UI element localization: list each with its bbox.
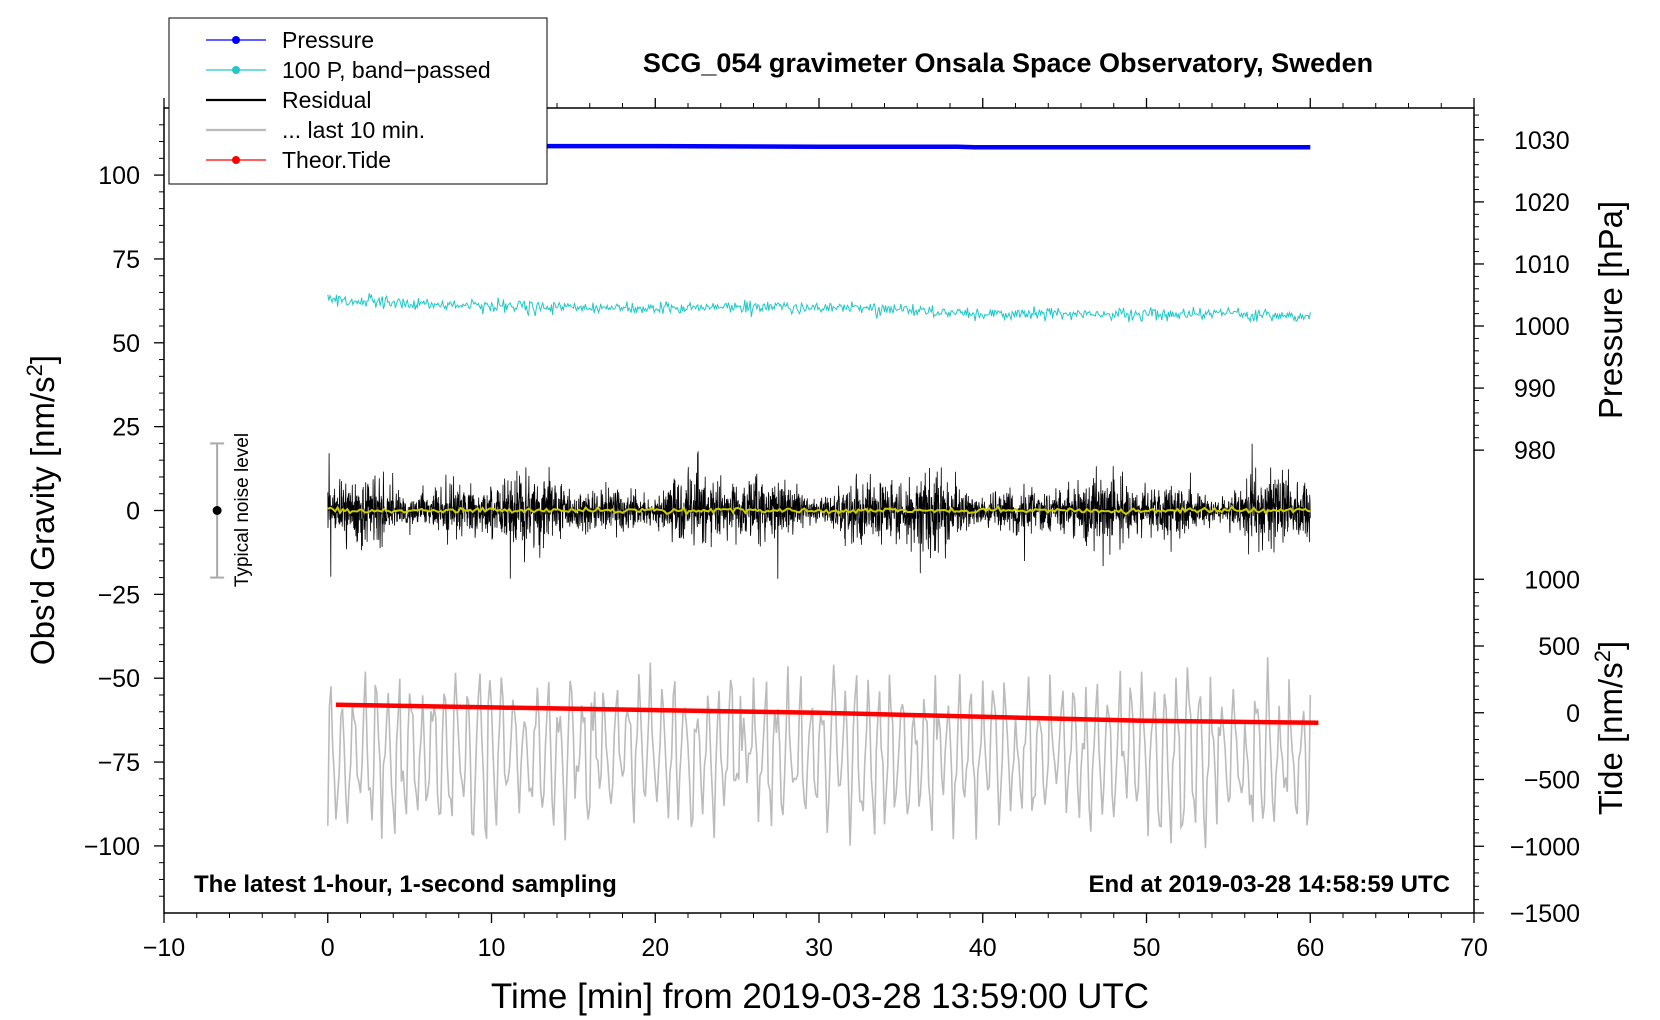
pressure-tick-label: 1020 [1514, 189, 1570, 217]
legend: Pressure 100 P, band−passed Residual ... la… [168, 17, 548, 185]
pressure-tick-label: 1000 [1514, 313, 1570, 341]
y-left-tick-label: 100 [98, 162, 140, 190]
tide-tick-label: 1000 [1524, 566, 1580, 594]
y-left-label-end: ] [24, 355, 61, 364]
y-left-label-text: Obs'd Gravity [nm/s [24, 376, 61, 665]
legend-label: Pressure [282, 27, 374, 53]
pressure-tick-label: 1010 [1514, 251, 1570, 279]
noise-indicator [210, 442, 225, 579]
tide-tick-label: 500 [1538, 633, 1580, 661]
tide-axis-label: Tide [nm/s2] [1590, 641, 1629, 815]
legend-label: ... last 10 min. [282, 117, 425, 143]
x-tick-label: 0 [321, 934, 335, 962]
series-band-passed-line [327, 293, 1311, 324]
x-tick-label: 70 [1460, 934, 1488, 962]
y-left-tick-label: −75 [98, 749, 140, 777]
legend-marker [232, 36, 240, 44]
x-axis: −10 0 10 20 30 40 50 60 70 [143, 98, 1488, 962]
x-tick-label: 50 [1133, 934, 1161, 962]
noise-label: Typical noise level [232, 433, 253, 587]
tide-tick-label: −1000 [1510, 833, 1580, 861]
tide-tick-label: 0 [1566, 700, 1580, 728]
y-axis-left: 100 75 50 25 0 −25 −50 −75 −100 [84, 124, 164, 897]
end-time-note: End at 2019-03-28 14:58:59 UTC [1089, 871, 1451, 898]
data-layer [327, 143, 1319, 849]
x-tick-label: 30 [805, 934, 833, 962]
tide-label-text: Tide [nm/s [1592, 662, 1629, 815]
pressure-tick-label: 1030 [1514, 127, 1570, 155]
y-left-tick-label: 25 [112, 414, 140, 442]
series-tide-line [335, 702, 1319, 726]
pressure-axis: 1030 1020 1010 1000 990 980 [1474, 114, 1570, 465]
x-tick-label: 40 [969, 934, 997, 962]
tide-label-sup: 2 [1590, 650, 1615, 662]
noise-bar-center [212, 506, 222, 515]
series-residual-smoothed-line [327, 504, 1311, 517]
pressure-tick-label: 980 [1514, 437, 1556, 465]
tide-axis: 1000 500 0 −500 −1000 −1500 [1474, 566, 1580, 928]
legend-label: 100 P, band−passed [282, 57, 491, 83]
sampling-note: The latest 1-hour, 1-second sampling [194, 871, 617, 898]
y-left-tick-label: 0 [126, 498, 140, 526]
pressure-axis-label: Pressure [hPa] [1592, 201, 1629, 419]
chart-title: SCG_054 gravimeter Onsala Space Observat… [643, 48, 1373, 78]
y-left-tick-label: −50 [98, 665, 140, 693]
series-residual-line [327, 443, 1311, 579]
x-tick-label: 10 [478, 934, 506, 962]
x-axis-label: Time [min] from 2019-03-28 13:59:00 UTC [491, 977, 1149, 1016]
legend-marker [232, 66, 240, 74]
tide-label-end: ] [1592, 641, 1629, 650]
legend-label: Theor.Tide [282, 147, 391, 173]
y-axis-left-label: Obs'd Gravity [nm/s2] [22, 355, 61, 665]
y-left-label-sup: 2 [22, 364, 47, 376]
x-tick-label: −10 [143, 934, 185, 962]
tide-tick-label: −1500 [1510, 900, 1580, 928]
y-left-tick-label: −25 [98, 581, 140, 609]
tide-tick-label: −500 [1524, 767, 1580, 795]
legend-marker [232, 156, 240, 164]
y-left-tick-label: −100 [84, 833, 140, 861]
y-left-tick-label: 75 [112, 246, 140, 274]
x-tick-label: 20 [641, 934, 669, 962]
y-left-tick-label: 50 [112, 330, 140, 358]
x-tick-label: 60 [1296, 934, 1324, 962]
pressure-tick-label: 990 [1514, 375, 1556, 403]
legend-label: Residual [282, 87, 372, 113]
